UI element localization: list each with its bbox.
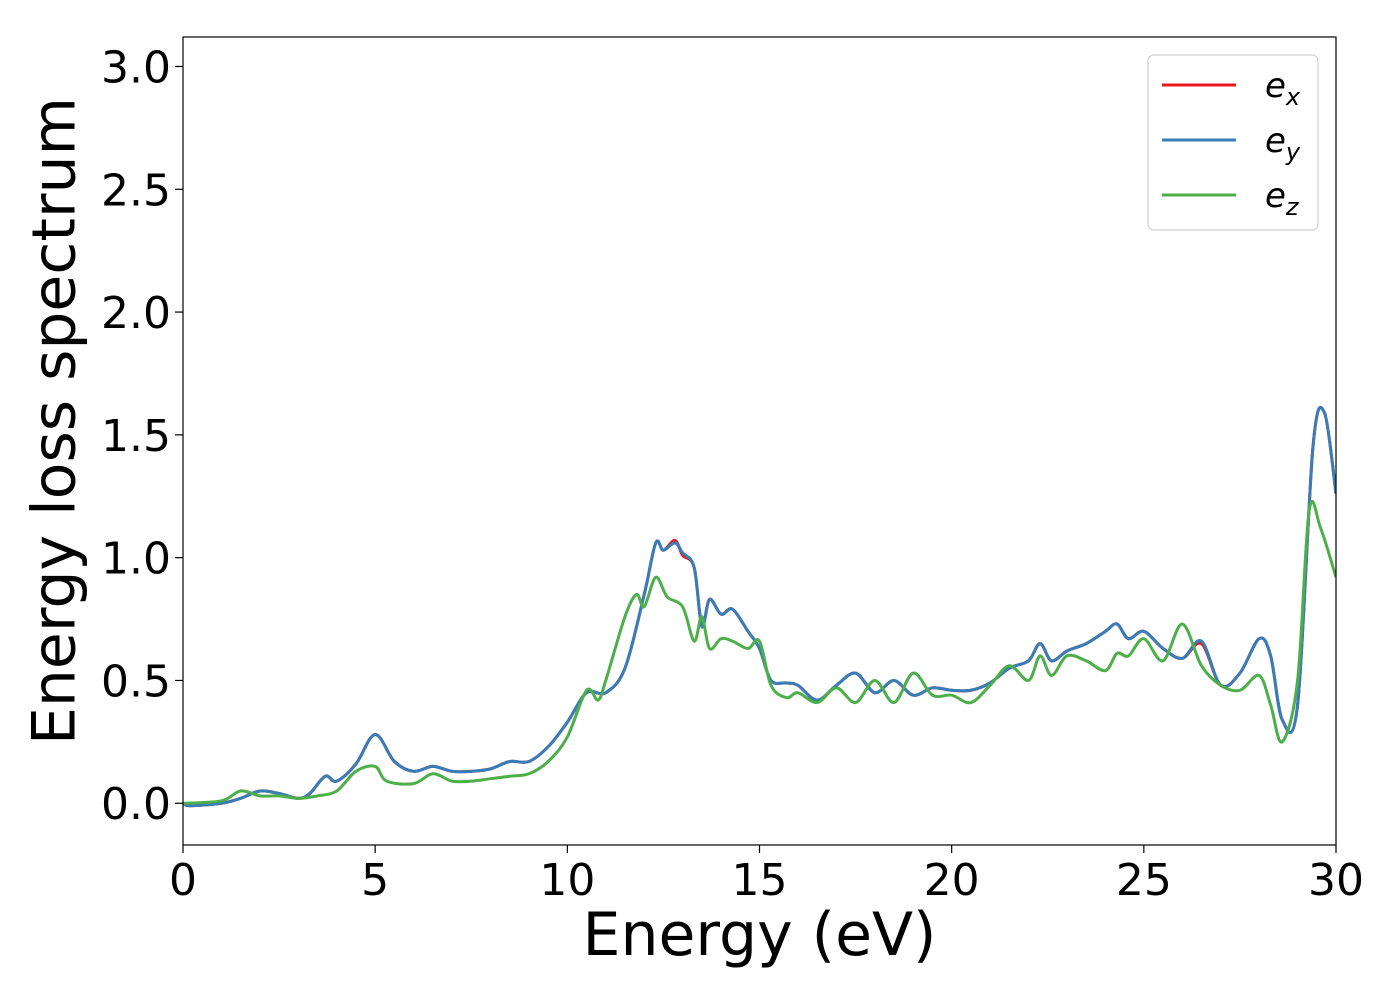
y-tick-label: 1.5: [101, 411, 171, 462]
legend-label-z: ez: [1265, 176, 1300, 221]
x-tick-label: 0: [169, 855, 197, 906]
y-tick-label: 1.0: [101, 534, 171, 585]
y-tick-label: 0.5: [101, 656, 171, 707]
series-line-z: [183, 500, 1336, 805]
series-line-x: [183, 405, 1336, 808]
legend-label-subscript: y: [1285, 138, 1301, 166]
legend-label-subscript: x: [1285, 83, 1301, 111]
y-axis-title: Energy loss spectrum: [20, 97, 90, 745]
legend-label-subscript: z: [1285, 193, 1300, 221]
x-tick-label: 5: [361, 855, 389, 906]
plot-lines: [183, 405, 1336, 808]
x-tick-label: 25: [1116, 855, 1172, 906]
series-line-y: [183, 405, 1336, 808]
legend-label-base: e: [1265, 121, 1286, 161]
x-tick-label: 20: [924, 855, 980, 906]
x-tick-label: 30: [1308, 855, 1364, 906]
y-tick-label: 2.0: [101, 288, 171, 339]
x-axis-title: Energy (eV): [583, 900, 937, 970]
legend-label-x: ex: [1265, 66, 1301, 111]
legend-box: [1147, 54, 1319, 231]
y-tick-label: 2.5: [101, 165, 171, 216]
x-axis-ticks: 0 5 10 15 20 25 30: [169, 845, 1364, 906]
legend-label-base: e: [1265, 176, 1286, 216]
x-tick-label: 15: [732, 855, 788, 906]
legend-label-y: ey: [1265, 121, 1301, 166]
y-tick-label: 0.0: [101, 779, 171, 830]
y-axis-ticks: 0.0 0.5 1.0 1.5 2.0 2.5 3.0: [101, 42, 183, 830]
x-tick-label: 10: [539, 855, 595, 906]
y-tick-label: 3.0: [101, 42, 171, 93]
legend-label-base: e: [1265, 66, 1286, 106]
